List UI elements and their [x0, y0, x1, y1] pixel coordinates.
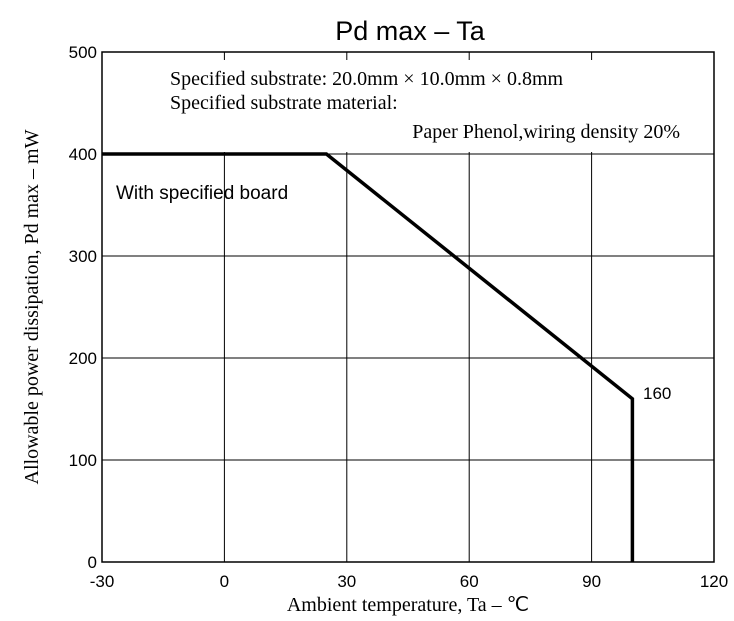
x-tick-label: -30 — [90, 572, 115, 591]
x-tick-labels: -30 0 30 60 90 120 — [90, 572, 728, 591]
x-axis-label: Ambient temperature, Ta – ℃ — [287, 594, 529, 616]
y-tick-label: 400 — [69, 145, 97, 164]
series-line-pd-max — [102, 152, 635, 562]
annotation-end-value: 160 — [643, 384, 671, 403]
x-tick-label: 120 — [700, 572, 728, 591]
y-axis-label: Allowable power dissipation, Pd max – mW — [21, 129, 43, 484]
y-tick-label: 0 — [88, 553, 97, 572]
y-tick-labels: 0 100 200 300 400 500 — [69, 43, 97, 572]
annotation-with-specified-board: With specified board — [116, 183, 288, 204]
x-tick-label: 60 — [460, 572, 479, 591]
x-tick-label: 90 — [582, 572, 601, 591]
note-background — [160, 60, 714, 152]
y-tick-label: 200 — [69, 349, 97, 368]
note-substrate: Specified substrate: 20.0mm × 10.0mm × 0… — [170, 68, 564, 90]
y-tick-label: 100 — [69, 451, 97, 470]
note-material: Specified substrate material: — [170, 92, 398, 114]
plot-frame — [101, 51, 715, 563]
y-tick-label: 300 — [69, 247, 97, 266]
x-tick-label: 30 — [337, 572, 356, 591]
x-tick-label: 0 — [220, 572, 229, 591]
chart-title: Pd max – Ta — [335, 16, 486, 46]
y-tick-label: 500 — [69, 43, 97, 62]
note-paper-phenol: Paper Phenol,wiring density 20% — [412, 121, 680, 143]
